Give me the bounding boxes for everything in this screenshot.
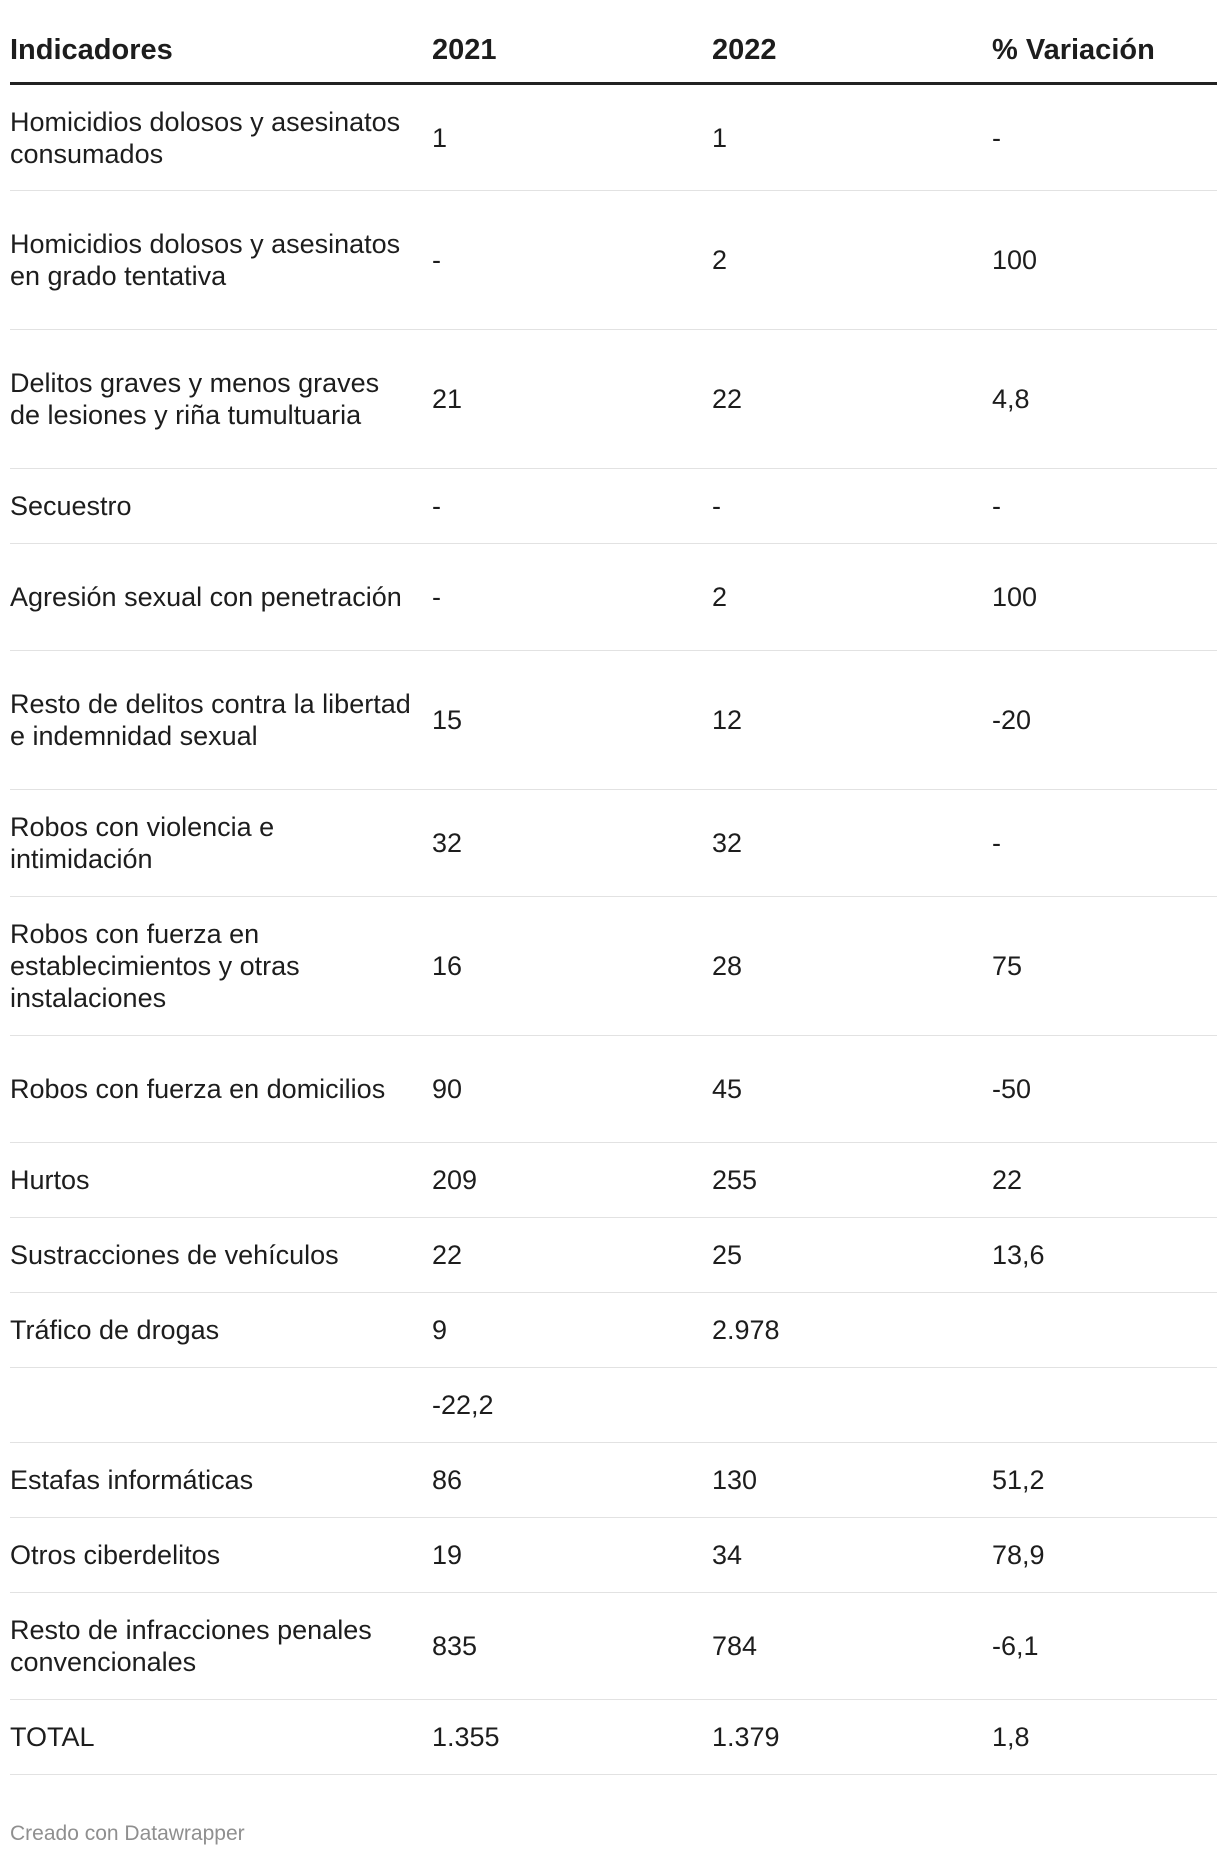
indicator-name: Resto de infracciones penales convencion… — [10, 1592, 432, 1700]
table-body: Homicidios dolosos y asesinatos consumad… — [10, 83, 1217, 1775]
value-2021: 1 — [432, 83, 712, 191]
value-2021: 16 — [432, 896, 712, 1036]
value-variacion: 4,8 — [992, 329, 1217, 469]
value-2022: 255 — [712, 1142, 992, 1218]
indicator-name: Otros ciberdelitos — [10, 1517, 432, 1593]
value-2021: 9 — [432, 1292, 712, 1368]
value-2022: 784 — [712, 1592, 992, 1700]
table-row: Hurtos 209 255 22 — [10, 1142, 1217, 1218]
table-row: Secuestro - - - — [10, 468, 1217, 544]
value-2022: 34 — [712, 1517, 992, 1593]
header-2022[interactable]: 2022 — [712, 18, 992, 85]
indicator-name: Secuestro — [10, 468, 432, 544]
table-row: Homicidios dolosos y asesinatos consumad… — [10, 83, 1217, 191]
table-row: Delitos graves y menos graves de lesione… — [10, 329, 1217, 469]
value-2022 — [712, 1367, 992, 1443]
indicator-name — [10, 1367, 432, 1443]
indicator-name: Sustracciones de vehículos — [10, 1217, 432, 1293]
value-2021: 209 — [432, 1142, 712, 1218]
value-2021: 1.355 — [432, 1699, 712, 1775]
table-row: Homicidios dolosos y asesinatos en grado… — [10, 190, 1217, 330]
table-row: Estafas informáticas 86 130 51,2 — [10, 1442, 1217, 1518]
value-variacion: 78,9 — [992, 1517, 1217, 1593]
value-2022: 2.978 — [712, 1292, 992, 1368]
value-variacion: 13,6 — [992, 1217, 1217, 1293]
value-variacion — [992, 1292, 1217, 1368]
value-2022: 32 — [712, 789, 992, 897]
value-variacion: -50 — [992, 1035, 1217, 1143]
header-indicadores[interactable]: Indicadores — [10, 18, 432, 85]
header-variacion[interactable]: % Variación — [992, 18, 1217, 85]
value-variacion: -6,1 — [992, 1592, 1217, 1700]
value-2021: 835 — [432, 1592, 712, 1700]
table-row: -22,2 — [10, 1367, 1217, 1443]
table-row: Robos con fuerza en establecimientos y o… — [10, 896, 1217, 1036]
indicator-name: TOTAL — [10, 1699, 432, 1775]
indicator-name: Resto de delitos contra la libertad e in… — [10, 650, 432, 790]
table-row: Sustracciones de vehículos 22 25 13,6 — [10, 1217, 1217, 1293]
indicator-name: Robos con fuerza en domicilios — [10, 1035, 432, 1143]
value-variacion: - — [992, 468, 1217, 544]
indicator-name: Robos con fuerza en establecimientos y o… — [10, 896, 432, 1036]
indicator-name: Homicidios dolosos y asesinatos consumad… — [10, 83, 432, 191]
table-row: Agresión sexual con penetración - 2 100 — [10, 543, 1217, 651]
value-2021: 32 — [432, 789, 712, 897]
indicator-name: Estafas informáticas — [10, 1442, 432, 1518]
value-2021: 19 — [432, 1517, 712, 1593]
value-2022: 25 — [712, 1217, 992, 1293]
value-2021: -22,2 — [432, 1367, 712, 1443]
header-2021[interactable]: 2021 — [432, 18, 712, 85]
table-row: Robos con fuerza en domicilios 90 45 -50 — [10, 1035, 1217, 1143]
value-variacion: 75 — [992, 896, 1217, 1036]
indicator-name: Agresión sexual con penetración — [10, 543, 432, 651]
value-variacion — [992, 1367, 1217, 1443]
indicator-name: Robos con violencia e intimidación — [10, 789, 432, 897]
indicator-name: Delitos graves y menos graves de lesione… — [10, 329, 432, 469]
value-variacion: 100 — [992, 190, 1217, 330]
value-2021: - — [432, 190, 712, 330]
value-2022: 28 — [712, 896, 992, 1036]
value-2022: 130 — [712, 1442, 992, 1518]
table-row: Otros ciberdelitos 19 34 78,9 — [10, 1517, 1217, 1593]
value-2021: 21 — [432, 329, 712, 469]
value-variacion: - — [992, 789, 1217, 897]
value-2022: 45 — [712, 1035, 992, 1143]
value-variacion: 51,2 — [992, 1442, 1217, 1518]
value-2021: - — [432, 468, 712, 544]
indicator-name: Tráfico de drogas — [10, 1292, 432, 1368]
table-row: TOTAL 1.355 1.379 1,8 — [10, 1699, 1217, 1775]
value-variacion: 22 — [992, 1142, 1217, 1218]
datawrapper-credit[interactable]: Creado con Datawrapper — [10, 1822, 245, 1845]
value-variacion: -20 — [992, 650, 1217, 790]
value-2022: 1.379 — [712, 1699, 992, 1775]
value-2021: 22 — [432, 1217, 712, 1293]
table-row: Robos con violencia e intimidación 32 32… — [10, 789, 1217, 897]
value-variacion: - — [992, 83, 1217, 191]
indicator-name: Hurtos — [10, 1142, 432, 1218]
value-2021: 15 — [432, 650, 712, 790]
value-variacion: 100 — [992, 543, 1217, 651]
indicator-name: Homicidios dolosos y asesinatos en grado… — [10, 190, 432, 330]
value-2021: - — [432, 543, 712, 651]
header-row: Indicadores 2021 2022 % Variación — [10, 18, 1217, 85]
table-row: Resto de infracciones penales convencion… — [10, 1592, 1217, 1700]
value-2022: 22 — [712, 329, 992, 469]
value-2022: 12 — [712, 650, 992, 790]
value-2021: 90 — [432, 1035, 712, 1143]
value-2022: 1 — [712, 83, 992, 191]
value-2022: 2 — [712, 190, 992, 330]
crime-indicators-table: Indicadores 2021 2022 % Variación Homici… — [10, 18, 1217, 1775]
table-row: Resto de delitos contra la libertad e in… — [10, 650, 1217, 790]
value-2022: 2 — [712, 543, 992, 651]
value-variacion: 1,8 — [992, 1699, 1217, 1775]
table-row: Tráfico de drogas 9 2.978 — [10, 1292, 1217, 1368]
value-2022: - — [712, 468, 992, 544]
table-header: Indicadores 2021 2022 % Variación — [10, 18, 1217, 85]
value-2021: 86 — [432, 1442, 712, 1518]
